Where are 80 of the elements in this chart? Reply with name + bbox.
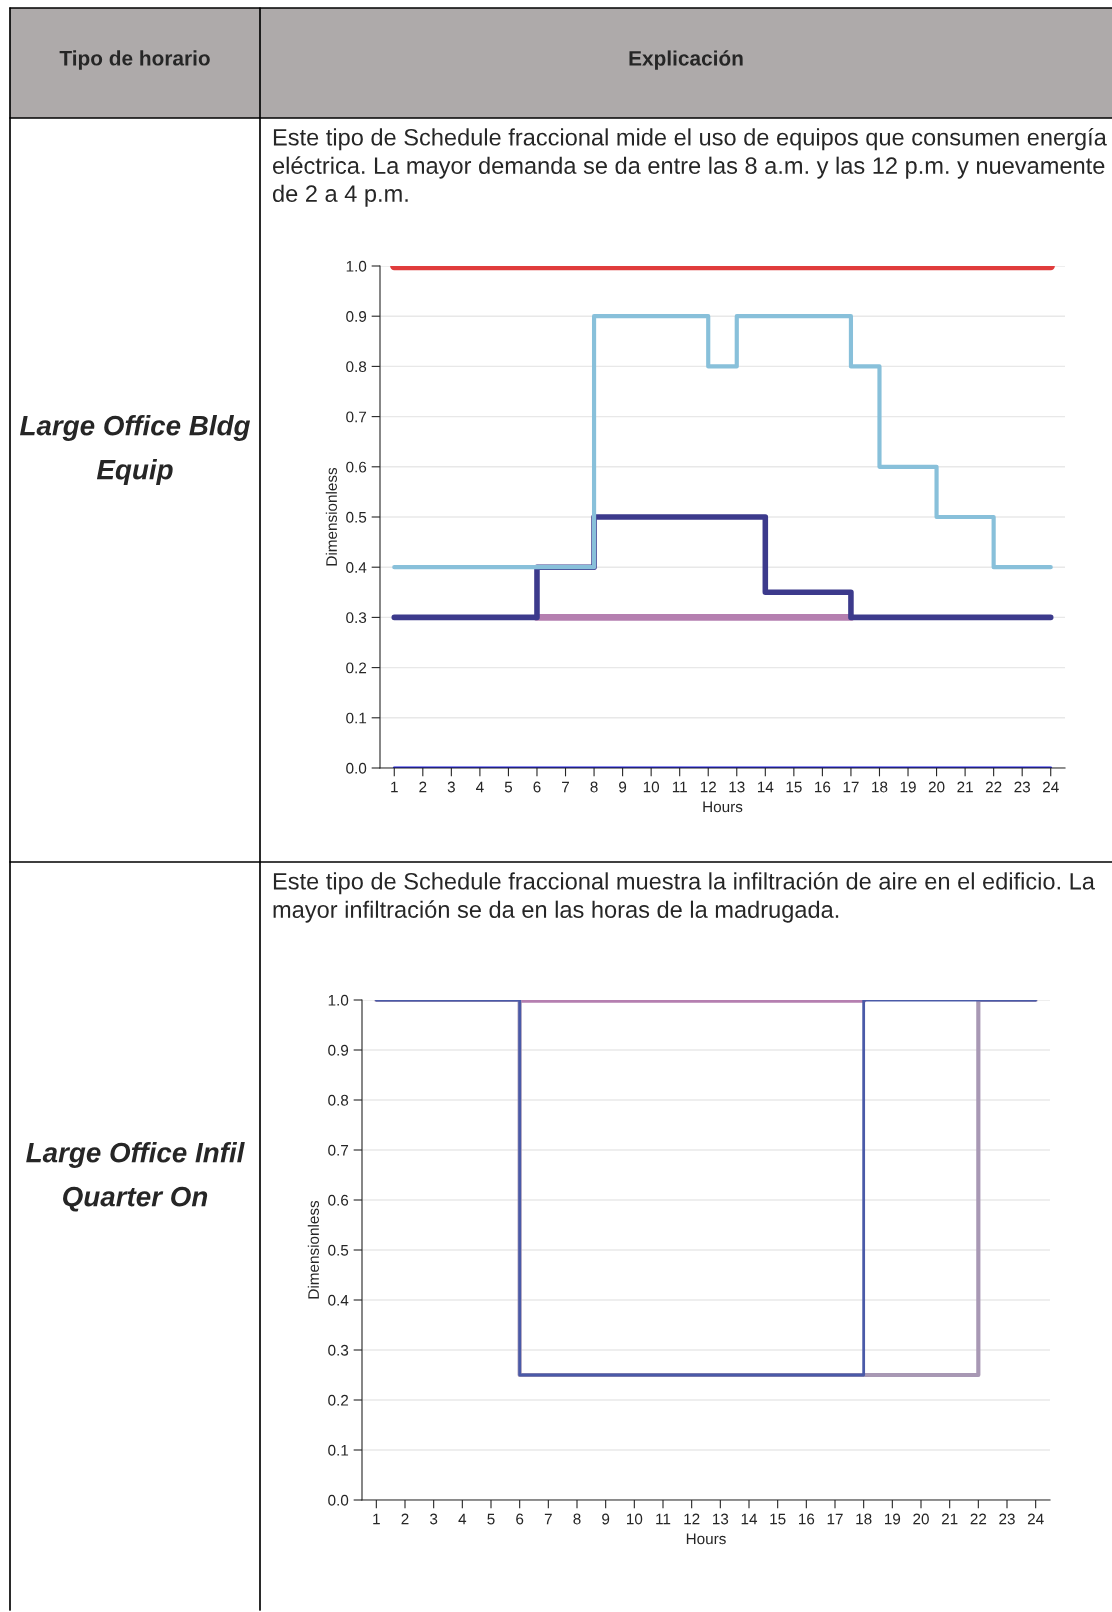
x-tick-label: 5 xyxy=(504,781,513,793)
x-tick-label: 18 xyxy=(872,781,888,793)
x-tick-label: 15 xyxy=(786,781,802,793)
x-tick-label: 6 xyxy=(533,781,541,793)
x-tick-label: 12 xyxy=(684,1513,700,1525)
x-tick-label: 6 xyxy=(516,1513,524,1525)
y-tick-label: 0.3 xyxy=(328,1344,349,1356)
x-tick-label: 10 xyxy=(643,781,660,793)
x-tick-label: 21 xyxy=(957,781,973,793)
text: Large Office Bldg Equip xyxy=(19,415,251,485)
x-tick-label: 11 xyxy=(672,781,687,793)
x-tick-label: 24 xyxy=(1027,1513,1044,1525)
x-tick-label: 9 xyxy=(619,781,627,793)
text: Large Office Infil Quarter On xyxy=(26,1142,245,1212)
y-tick-label: 0.3 xyxy=(346,612,367,624)
y-tick-label: 0.5 xyxy=(346,511,367,523)
chart-subtitle: Este tipo de Schedule fraccional mide el uso de equipos que consumen energía eléctrica. La mayor demanda se da entre las 8 a.m. y las 12 p.m. y nuevamente de 2 a 4 p.m. xyxy=(272,128,1107,207)
y-tick-label: 0.8 xyxy=(346,361,367,373)
x-tick-label: 7 xyxy=(562,781,569,793)
y-tick-label: 1.0 xyxy=(328,994,349,1006)
y-tick-label: 0.6 xyxy=(328,1194,349,1206)
y-tick-label: 0.6 xyxy=(346,461,367,473)
y-tick-label: 0.1 xyxy=(346,712,367,724)
x-tick-label: 14 xyxy=(741,1513,758,1525)
x-tick-label: 3 xyxy=(430,1513,438,1525)
x-tick-label: 1 xyxy=(373,1513,380,1525)
x-tick-label: 16 xyxy=(815,781,831,793)
y-tick-label: 0.2 xyxy=(346,662,367,674)
x-tick-label: 2 xyxy=(419,781,427,793)
x-tick-label: 3 xyxy=(447,781,455,793)
x-tick-label: 13 xyxy=(713,1513,729,1525)
y-tick-label: 0.9 xyxy=(346,311,367,322)
y-tick-label: 0.8 xyxy=(328,1094,349,1106)
y-tick-label: 0.5 xyxy=(328,1244,349,1256)
x-tick-label: 12 xyxy=(700,781,716,793)
x-tick-label: 17 xyxy=(827,1513,843,1525)
y-axis-title: Dimensionless xyxy=(325,467,337,566)
x-tick-label: 7 xyxy=(544,1513,552,1525)
y-tick-label: 0.4 xyxy=(346,562,367,573)
x-tick-label: 8 xyxy=(573,1513,581,1525)
y-tick-label: 0.1 xyxy=(328,1444,349,1456)
y-tick-label: 0.2 xyxy=(328,1394,349,1406)
y-tick-label: 0.7 xyxy=(328,1144,349,1156)
x-tick-label: 10 xyxy=(627,1513,643,1525)
x-tick-label: 11 xyxy=(656,1513,671,1525)
y-tick-label: 1.0 xyxy=(346,260,367,272)
x-tick-label: 4 xyxy=(476,781,484,793)
x-tick-label: 8 xyxy=(590,781,598,793)
x-axis-title: Hours xyxy=(703,801,743,813)
x-tick-label: 22 xyxy=(970,1513,987,1525)
x-tick-label: 1 xyxy=(391,781,398,793)
x-tick-label: 2 xyxy=(401,1513,409,1525)
y-tick-label: 0.9 xyxy=(328,1044,349,1056)
y-tick-label: 0.0 xyxy=(328,1494,349,1506)
x-tick-label: 18 xyxy=(856,1513,872,1525)
x-tick-label: 9 xyxy=(602,1513,610,1525)
y-tick-label: 0.0 xyxy=(346,762,367,774)
chart-subtitle: Este tipo de Schedule fraccional muestra la infiltración de aire en el edificio. La mayor infiltración se da en las horas de la madrugada. xyxy=(273,872,1095,923)
x-tick-label: 13 xyxy=(729,781,745,793)
x-tick-label: 20 xyxy=(928,781,945,793)
x-tick-label: 21 xyxy=(941,1513,958,1525)
x-tick-label: 5 xyxy=(487,1513,495,1525)
x-tick-label: 23 xyxy=(999,1513,1015,1525)
x-axis-title: Hours xyxy=(686,1533,726,1545)
x-tick-label: 19 xyxy=(900,781,916,793)
x-tick-label: 20 xyxy=(913,1513,929,1525)
x-tick-label: 15 xyxy=(770,1513,786,1525)
x-tick-label: 14 xyxy=(757,781,774,793)
x-tick-label: 24 xyxy=(1043,781,1059,793)
x-tick-label: 23 xyxy=(1014,781,1031,793)
y-tick-label: 0.7 xyxy=(346,411,367,423)
text: Explicación xyxy=(629,50,743,70)
x-tick-label: 4 xyxy=(458,1513,467,1525)
x-tick-label: 22 xyxy=(985,781,1002,793)
x-tick-label: 19 xyxy=(885,1513,901,1525)
y-axis-title: Dimensionless xyxy=(307,1200,319,1299)
x-tick-label: 16 xyxy=(799,1513,815,1525)
y-tick-label: 0.4 xyxy=(328,1294,349,1306)
x-tick-label: 17 xyxy=(843,781,859,793)
text: Tipo de horario xyxy=(59,50,210,70)
